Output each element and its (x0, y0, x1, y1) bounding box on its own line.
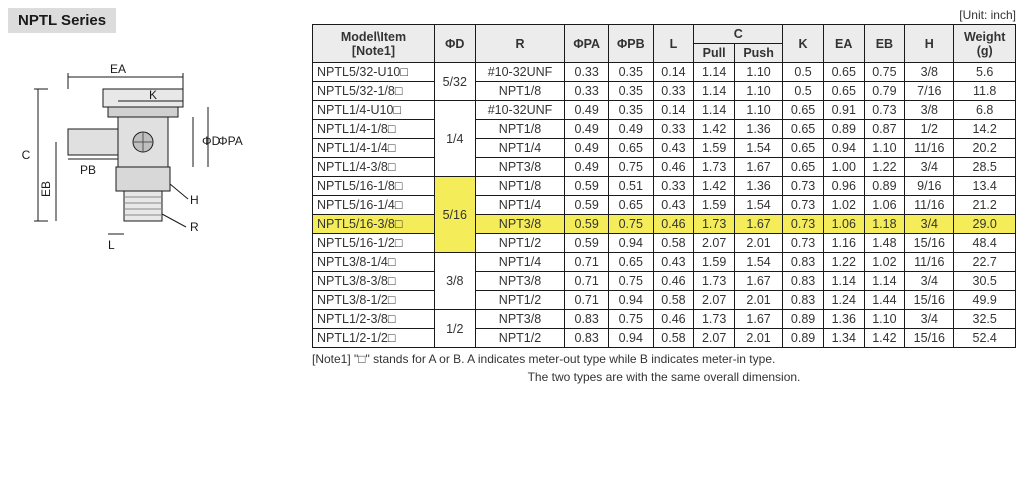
dim-l: L (108, 238, 115, 252)
table-row: NPTL5/32-U10□5/32#10-32UNF0.330.350.141.… (313, 63, 1016, 82)
dim-phipa: ΦPA (218, 134, 243, 148)
dim-ea: EA (110, 62, 126, 76)
unit-label: [Unit: inch] (312, 8, 1016, 22)
table-row: NPTL1/4-U10□1/4#10-32UNF0.490.350.141.14… (313, 101, 1016, 120)
dim-k: K (149, 88, 157, 102)
dim-r: R (190, 220, 199, 234)
table-row: NPTL1/4-1/4□NPT1/40.490.650.431.591.540.… (313, 139, 1016, 158)
table-row: NPTL5/16-1/4□NPT1/40.590.650.431.591.540… (313, 196, 1016, 215)
dim-h: H (190, 193, 199, 207)
table-row: NPTL3/8-3/8□NPT3/80.710.750.461.731.670.… (313, 272, 1016, 291)
table-row: NPTL3/8-1/4□3/8NPT1/40.710.650.431.591.5… (313, 253, 1016, 272)
footnote-1: [Note1] "□" stands for A or B. A indicat… (312, 352, 1016, 366)
dim-phipb: PB (80, 163, 96, 177)
spec-table: Model\Item[Note1] ΦD R ΦPA ΦPB L C K EA … (312, 24, 1016, 348)
series-title: NPTL Series (8, 8, 116, 33)
table-row: NPTL3/8-1/2□NPT1/20.710.940.582.072.010.… (313, 291, 1016, 310)
table-row: NPTL5/32-1/8□NPT1/80.330.350.331.141.100… (313, 82, 1016, 101)
dim-c: C (22, 148, 31, 162)
footnote-2: The two types are with the same overall … (312, 370, 1016, 384)
table-row: NPTL5/16-1/2□NPT1/20.590.940.582.072.010… (313, 234, 1016, 253)
table-row: NPTL5/16-3/8□NPT3/80.590.750.461.731.670… (313, 215, 1016, 234)
table-row: NPTL1/2-1/2□NPT1/20.830.940.582.072.010.… (313, 329, 1016, 348)
table-row: NPTL1/2-3/8□1/2NPT3/80.830.750.461.731.6… (313, 310, 1016, 329)
table-row: NPTL1/4-3/8□NPT3/80.490.750.461.731.670.… (313, 158, 1016, 177)
table-header: Model\Item[Note1] ΦD R ΦPA ΦPB L C K EA … (313, 25, 1016, 63)
technical-diagram: EA K ΦD ΦPA C EB L H R PB (8, 59, 288, 299)
dim-eb: EB (39, 181, 53, 197)
table-row: NPTL5/16-1/8□5/16NPT1/80.590.510.331.421… (313, 177, 1016, 196)
table-row: NPTL1/4-1/8□NPT1/80.490.490.331.421.360.… (313, 120, 1016, 139)
